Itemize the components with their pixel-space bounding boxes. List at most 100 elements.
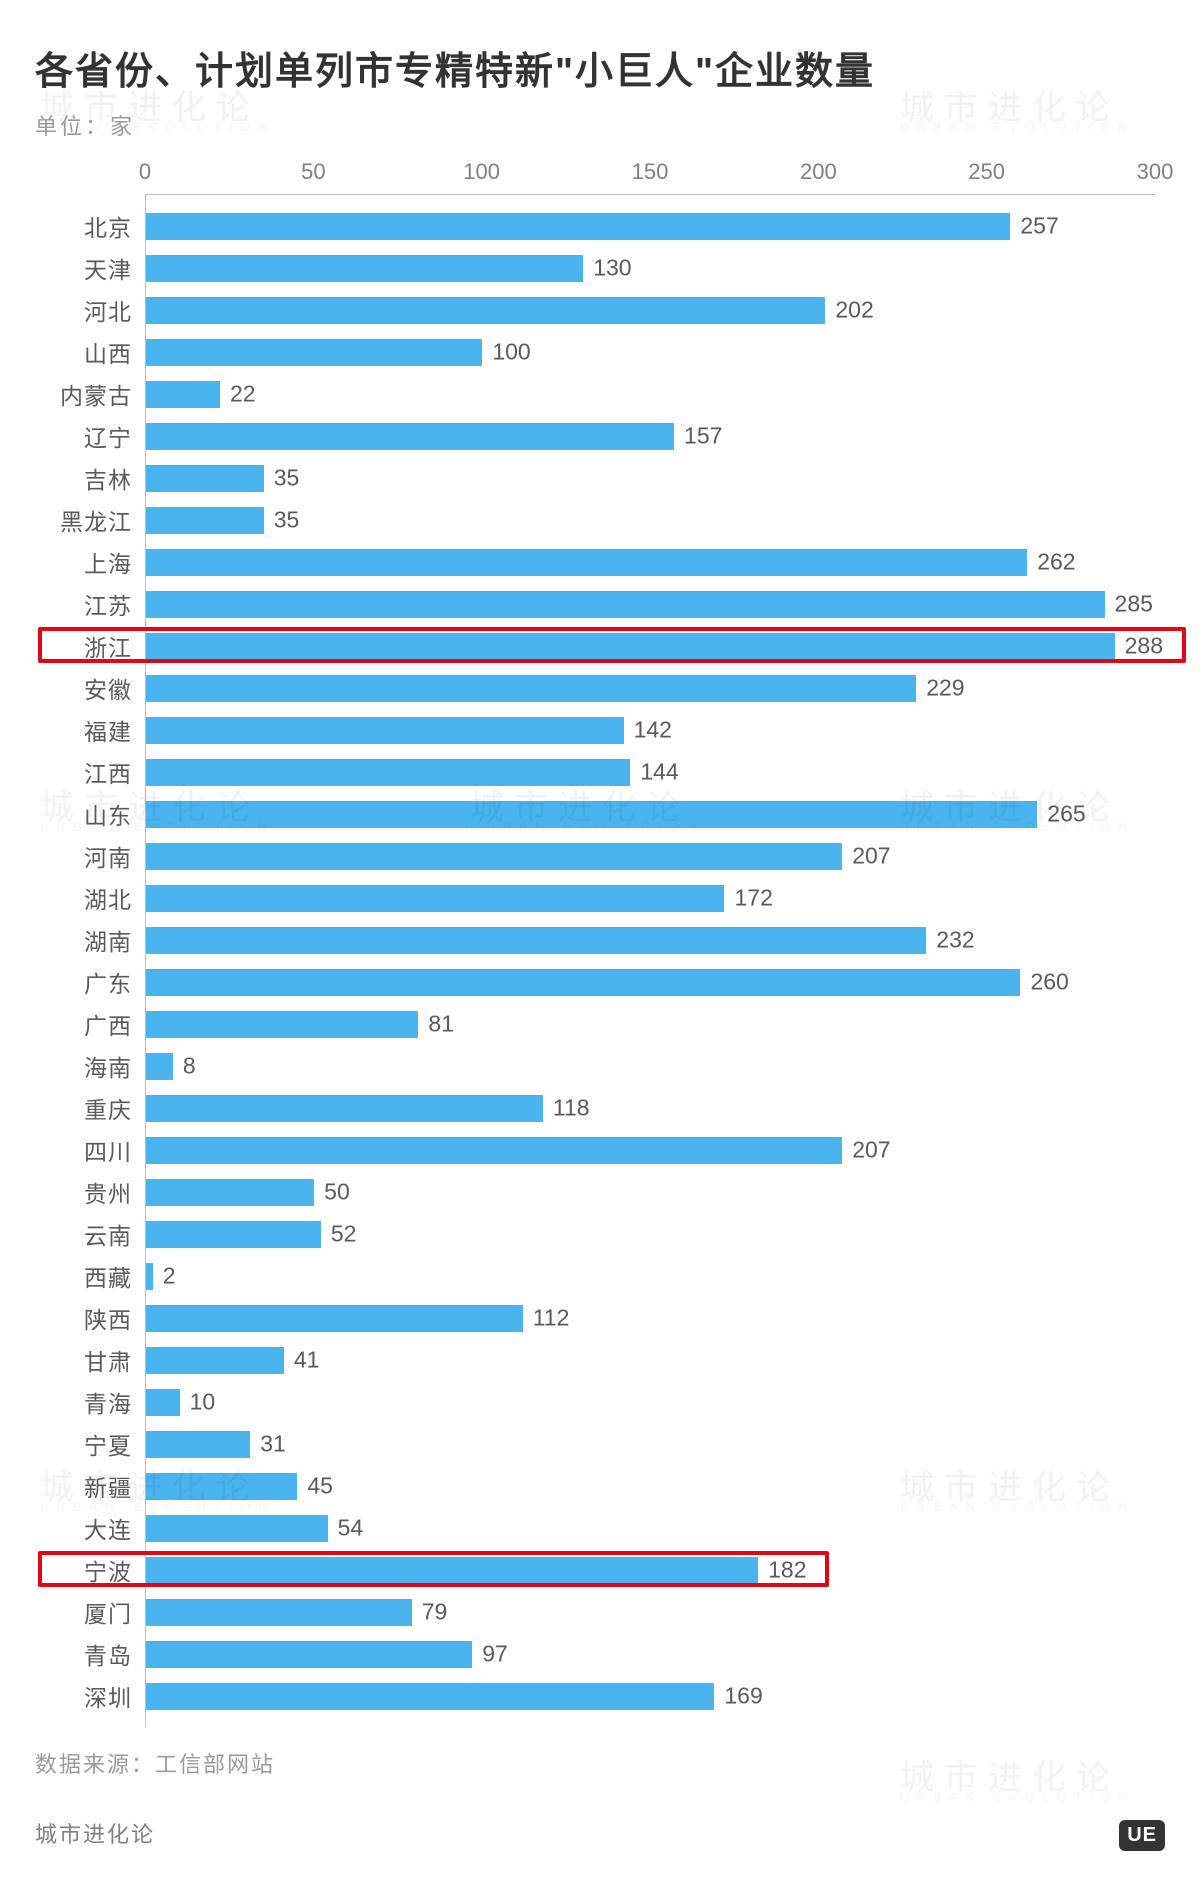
unit-label: 单位：家 — [35, 109, 1165, 141]
bar-row: 湖南232 — [146, 919, 1155, 961]
category-label: 宁波 — [26, 1553, 146, 1587]
x-axis-tick: 200 — [800, 159, 837, 185]
chart-title: 各省份、计划单列市专精特新"小巨人"企业数量 — [35, 40, 1165, 95]
bar-value-label: 52 — [321, 1221, 357, 1248]
bar-track: 285 — [146, 591, 1155, 618]
bar-row: 宁夏31 — [146, 1423, 1155, 1465]
bar-value-label: 182 — [758, 1557, 806, 1584]
bar-value-label: 257 — [1010, 213, 1058, 240]
x-axis-tick: 50 — [301, 159, 325, 185]
bar-row: 贵州50 — [146, 1171, 1155, 1213]
bar: 54 — [146, 1515, 328, 1542]
category-label: 福建 — [26, 713, 146, 747]
bar-track: 130 — [146, 255, 1155, 282]
category-label: 广东 — [26, 965, 146, 999]
bar-row: 大连54 — [146, 1507, 1155, 1549]
bar: 10 — [146, 1389, 180, 1416]
category-label: 陕西 — [26, 1301, 146, 1335]
bar-row: 浙江288 — [146, 625, 1155, 667]
watermark-sub: URBAN EVOLUTION — [900, 1790, 1135, 1804]
bar-track: 45 — [146, 1473, 1155, 1500]
footer-brand: 城市进化论 — [35, 1817, 1165, 1849]
bar-row: 北京257 — [146, 205, 1155, 247]
bar-value-label: 31 — [250, 1431, 286, 1458]
bar-row: 吉林35 — [146, 457, 1155, 499]
bar-track: 54 — [146, 1515, 1155, 1542]
bar: 100 — [146, 339, 482, 366]
bar: 288 — [146, 633, 1115, 660]
bar-track: 8 — [146, 1053, 1155, 1080]
bar: 50 — [146, 1179, 314, 1206]
bar-row: 山西100 — [146, 331, 1155, 373]
bar-value-label: 8 — [173, 1053, 196, 1080]
category-label: 广西 — [26, 1007, 146, 1041]
bar-value-label: 130 — [583, 255, 631, 282]
bar: 112 — [146, 1305, 523, 1332]
bar: 22 — [146, 381, 220, 408]
bar-value-label: 232 — [926, 927, 974, 954]
bar-track: 2 — [146, 1263, 1155, 1290]
category-label: 大连 — [26, 1511, 146, 1545]
category-label: 云南 — [26, 1217, 146, 1251]
bar-track: 142 — [146, 717, 1155, 744]
bar-track: 81 — [146, 1011, 1155, 1038]
bar: 79 — [146, 1599, 412, 1626]
bar-row: 江西144 — [146, 751, 1155, 793]
x-axis-tick: 250 — [968, 159, 1005, 185]
bar-value-label: 118 — [543, 1095, 590, 1122]
bar-track: 10 — [146, 1389, 1155, 1416]
bar-row: 黑龙江35 — [146, 499, 1155, 541]
category-label: 安徽 — [26, 671, 146, 705]
bar: 285 — [146, 591, 1105, 618]
bar-row: 云南52 — [146, 1213, 1155, 1255]
bar: 157 — [146, 423, 674, 450]
category-label: 厦门 — [26, 1595, 146, 1629]
bar-track: 169 — [146, 1683, 1155, 1710]
bar: 262 — [146, 549, 1027, 576]
bar-track: 79 — [146, 1599, 1155, 1626]
x-axis-tick: 150 — [632, 159, 669, 185]
bar-track: 260 — [146, 969, 1155, 996]
category-label: 青海 — [26, 1385, 146, 1419]
bar: 207 — [146, 1137, 842, 1164]
bar: 144 — [146, 759, 630, 786]
bar-value-label: 41 — [284, 1347, 320, 1374]
bar-track: 118 — [146, 1095, 1155, 1122]
bar-value-label: 157 — [674, 423, 722, 450]
bar-value-label: 172 — [724, 885, 772, 912]
bar: 232 — [146, 927, 926, 954]
category-label: 河北 — [26, 293, 146, 327]
bar: 172 — [146, 885, 724, 912]
bar-value-label: 265 — [1037, 801, 1085, 828]
bar-value-label: 54 — [328, 1515, 364, 1542]
bar-row: 江苏285 — [146, 583, 1155, 625]
category-label: 青岛 — [26, 1637, 146, 1671]
bar-row: 内蒙古22 — [146, 373, 1155, 415]
bar-row: 重庆118 — [146, 1087, 1155, 1129]
bar-track: 97 — [146, 1641, 1155, 1668]
x-axis-tick: 300 — [1137, 159, 1174, 185]
bar-value-label: 100 — [482, 339, 530, 366]
bar: 265 — [146, 801, 1037, 828]
bar-value-label: 144 — [630, 759, 678, 786]
bar-value-label: 22 — [220, 381, 256, 408]
bar: 257 — [146, 213, 1010, 240]
bar-track: 35 — [146, 465, 1155, 492]
bar-track: 52 — [146, 1221, 1155, 1248]
bar-row: 广东260 — [146, 961, 1155, 1003]
bar-track: 265 — [146, 801, 1155, 828]
category-label: 西藏 — [26, 1259, 146, 1293]
bar-track: 41 — [146, 1347, 1155, 1374]
bar-track: 157 — [146, 423, 1155, 450]
category-label: 深圳 — [26, 1679, 146, 1713]
bar-track: 232 — [146, 927, 1155, 954]
bar: 41 — [146, 1347, 284, 1374]
bar-value-label: 207 — [842, 843, 890, 870]
bar: 169 — [146, 1683, 714, 1710]
bar: 2 — [146, 1263, 153, 1290]
category-label: 山西 — [26, 335, 146, 369]
bar-row: 广西81 — [146, 1003, 1155, 1045]
bar-row: 甘肃41 — [146, 1339, 1155, 1381]
bar-row: 安徽229 — [146, 667, 1155, 709]
category-label: 贵州 — [26, 1175, 146, 1209]
